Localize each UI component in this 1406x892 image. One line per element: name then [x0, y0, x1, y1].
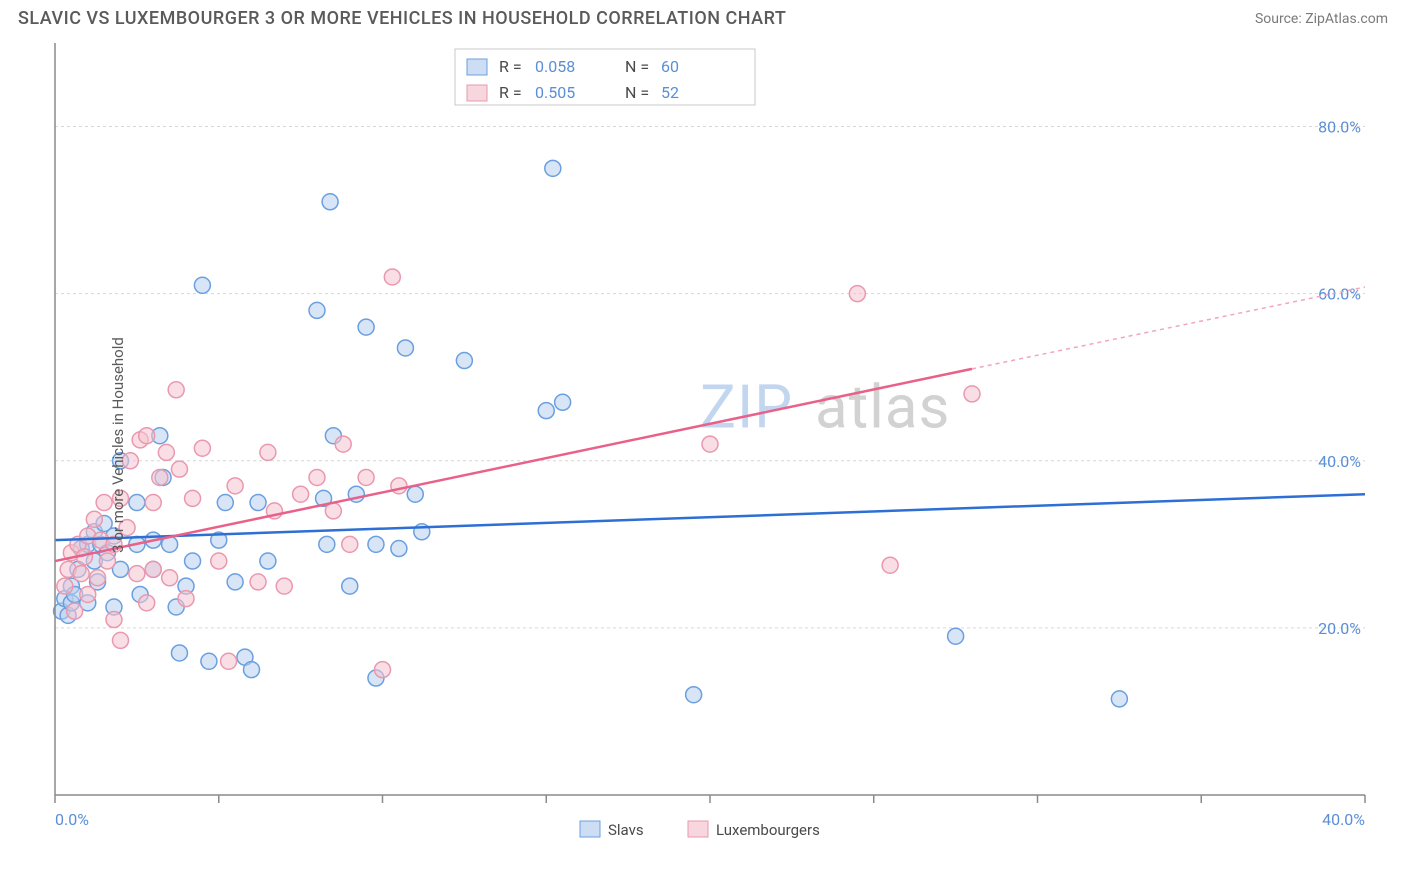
data-point — [145, 561, 161, 577]
data-point — [1111, 691, 1127, 707]
stat-value: 60 — [661, 57, 679, 76]
data-point — [145, 495, 161, 511]
data-point — [309, 469, 325, 485]
data-point — [152, 469, 168, 485]
data-point — [309, 302, 325, 318]
stat-value: 0.505 — [535, 83, 575, 102]
data-point — [217, 495, 233, 511]
data-point — [368, 536, 384, 552]
data-point — [250, 495, 266, 511]
trend-line-extrapolated — [972, 287, 1365, 369]
chart-container: 3 or more Vehicles in Household 20.0% 40.… — [0, 35, 1406, 855]
data-point — [227, 478, 243, 494]
data-point — [201, 653, 217, 669]
data-point — [194, 277, 210, 293]
data-point — [86, 511, 102, 527]
data-point — [139, 595, 155, 611]
data-point — [73, 566, 89, 582]
y-axis-label: 3 or more Vehicles in Household — [109, 337, 127, 553]
data-point — [106, 612, 122, 628]
x-tick-label: 40.0% — [1322, 810, 1365, 829]
data-point — [325, 503, 341, 519]
data-point — [260, 444, 276, 460]
data-point — [849, 286, 865, 302]
data-point — [139, 428, 155, 444]
data-point — [185, 490, 201, 506]
data-point — [342, 578, 358, 594]
data-point — [162, 570, 178, 586]
legend-label: Slavs — [608, 821, 644, 839]
data-point — [113, 632, 129, 648]
watermark-text: ZIP — [700, 371, 793, 442]
data-point — [250, 574, 266, 590]
data-point — [260, 553, 276, 569]
data-point — [90, 570, 106, 586]
y-tick-label: 40.0% — [1318, 452, 1361, 471]
data-point — [358, 319, 374, 335]
data-point — [194, 440, 210, 456]
data-point — [244, 662, 260, 678]
data-point — [686, 687, 702, 703]
data-point — [882, 557, 898, 573]
data-point — [335, 436, 351, 452]
data-point — [168, 382, 184, 398]
data-point — [227, 574, 243, 590]
data-point — [397, 340, 413, 356]
scatter-chart-svg: 20.0% 40.0% 60.0% 80.0% ZIP atlas 0.0% 40.0% R =… — [0, 35, 1406, 855]
source-label: Source: ZipAtlas.com — [1255, 11, 1388, 27]
data-point — [211, 553, 227, 569]
y-tick-label: 80.0% — [1318, 118, 1361, 137]
stat-value: 0.058 — [535, 57, 575, 76]
data-point — [293, 486, 309, 502]
watermark-text: atlas — [815, 371, 950, 442]
trend-line — [55, 369, 972, 561]
stat-label: N = — [625, 83, 649, 102]
data-point — [964, 386, 980, 402]
data-point — [99, 553, 115, 569]
data-point — [407, 486, 423, 502]
data-point — [545, 160, 561, 176]
data-point — [375, 662, 391, 678]
data-point — [67, 603, 83, 619]
legend-swatch — [688, 821, 708, 837]
data-point — [158, 444, 174, 460]
y-tick-label: 60.0% — [1318, 285, 1361, 304]
data-point — [171, 461, 187, 477]
data-point — [276, 578, 292, 594]
stat-label: R = — [499, 83, 522, 102]
data-point — [358, 469, 374, 485]
data-point — [80, 586, 96, 602]
data-point — [538, 403, 554, 419]
data-point — [702, 436, 718, 452]
x-tick-label: 0.0% — [55, 810, 89, 829]
data-point — [391, 478, 407, 494]
data-point — [342, 536, 358, 552]
legend-label: Luxembourgers — [716, 821, 820, 839]
stat-label: N = — [625, 57, 649, 76]
data-point — [171, 645, 187, 661]
data-point — [322, 194, 338, 210]
stat-value: 52 — [661, 83, 679, 102]
data-point — [319, 536, 335, 552]
data-point — [555, 394, 571, 410]
legend-swatch — [467, 59, 487, 75]
stat-label: R = — [499, 57, 522, 76]
data-point — [221, 653, 237, 669]
legend-swatch — [467, 85, 487, 101]
data-point — [129, 495, 145, 511]
data-point — [178, 591, 194, 607]
data-point — [391, 541, 407, 557]
data-point — [57, 578, 73, 594]
data-point — [185, 553, 201, 569]
data-point — [129, 566, 145, 582]
chart-header: SLAVIC VS LUXEMBOURGER 3 OR MORE VEHICLE… — [0, 0, 1406, 35]
chart-title: SLAVIC VS LUXEMBOURGER 3 OR MORE VEHICLE… — [18, 8, 786, 29]
legend-swatch — [580, 821, 600, 837]
data-point — [456, 353, 472, 369]
data-point — [948, 628, 964, 644]
y-tick-label: 20.0% — [1318, 619, 1361, 638]
data-point — [384, 269, 400, 285]
